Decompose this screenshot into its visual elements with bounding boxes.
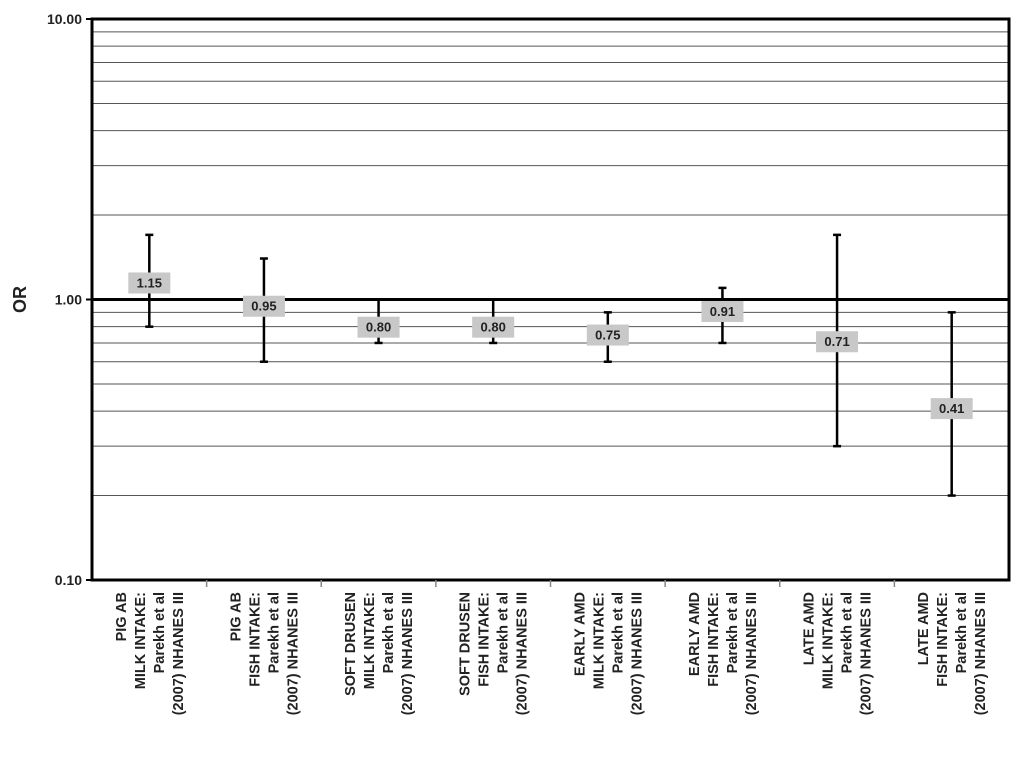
category-label-line: MILK INTAKE: [821,592,837,689]
data-label-box [357,316,400,338]
category-label-line: Parekh et al [152,592,168,673]
category-label-3: SOFT DRUSEN FISH INTAKE: Parekh et al (2007… [458,592,531,715]
data-label-box [472,316,515,338]
data-label-box [586,324,629,346]
category-label-line: (2007) NHANES III [400,592,416,715]
data-label: 0.71 [824,334,849,349]
category-labels: PIG AB MILK INTAKE: Parekh et al (2007) NHA… [114,592,989,715]
category-label-line: MILK INTAKE: [591,592,607,689]
data-label-box [128,272,171,294]
data-label: 0.80 [366,320,391,335]
y-tick-label: 1.00 [55,292,82,308]
data-marks: 1.15 0.95 0.80 0.80 0.75 0.91 0.71 0.41 [128,233,973,497]
category-label-line: MILK INTAKE: [362,592,378,689]
point-5: 0.91 [701,286,744,345]
category-label-line: EARLY AMD [687,592,703,676]
point-4: 0.75 [586,311,629,363]
category-label-line: (2007) NHANES III [973,592,989,715]
category-label-line: LATE AMD [802,592,818,665]
category-label-line: FISH INTAKE: [247,592,263,687]
category-label-line: LATE AMD [916,592,932,665]
point-1: 0.95 [242,257,285,363]
category-label-line: (2007) NHANES III [744,592,760,715]
category-label-line: FISH INTAKE: [935,592,951,687]
category-label-line: FISH INTAKE: [477,592,493,687]
category-label-5: EARLY AMD FISH INTAKE: Parekh et al (2007) … [687,592,760,715]
category-label-7: LATE AMD FISH INTAKE: Parekh et al (2007) N… [916,592,989,715]
category-label-1: PIG AB FISH INTAKE: Parekh et al (2007) NHA… [228,592,301,715]
category-label-line: (2007) NHANES III [171,592,187,715]
y-tick-label: 0.10 [55,572,82,588]
point-2: 0.80 [357,298,400,345]
category-label-line: SOFT DRUSEN [343,592,359,696]
category-label-line: PIG AB [228,592,244,641]
y-axis-label: OR [10,286,30,313]
category-label-line: (2007) NHANES III [859,592,875,715]
y-axis-ticks: 0.10 1.00 10.00 [47,11,92,588]
category-label-line: Parekh et al [381,592,397,673]
data-label-box [701,300,744,322]
point-0: 1.15 [128,233,171,328]
x-axis-ticks [205,580,896,587]
data-label: 0.75 [595,328,620,343]
data-label: 0.95 [251,299,276,314]
category-label-4: EARLY AMD MILK INTAKE: Parekh et al (2007) … [572,592,645,715]
category-label-line: Parekh et al [266,592,282,673]
gridlines [92,31,1009,497]
category-label-0: PIG AB MILK INTAKE: Parekh et al (2007) NHA… [114,592,187,715]
data-label-box [816,331,859,353]
data-label-box [242,295,285,317]
category-label-line: Parekh et al [610,592,626,673]
category-label-line: (2007) NHANES III [285,592,301,715]
category-label-line: (2007) NHANES III [515,592,531,715]
category-label-line: (2007) NHANES III [629,592,645,715]
point-3: 0.80 [472,298,515,345]
point-6: 0.71 [816,233,859,448]
y-tick-label: 10.00 [47,11,82,27]
category-label-line: Parekh et al [954,592,970,673]
category-label-line: PIG AB [114,592,130,641]
category-label-line: Parekh et al [725,592,741,673]
data-label: 0.41 [939,401,964,416]
category-label-line: Parekh et al [496,592,512,673]
category-label-line: SOFT DRUSEN [458,592,474,696]
category-label-line: MILK INTAKE: [133,592,149,689]
category-label-line: EARLY AMD [572,592,588,676]
data-label: 0.91 [710,304,735,319]
data-label-box [930,398,973,420]
data-label: 1.15 [137,275,162,290]
category-label-2: SOFT DRUSEN MILK INTAKE: Parekh et al (2007… [343,592,416,715]
data-label: 0.80 [481,320,506,335]
category-label-line: Parekh et al [840,592,856,673]
point-7: 0.41 [930,311,973,497]
category-label-6: LATE AMD MILK INTAKE: Parekh et al (2007) N… [802,592,875,715]
category-label-line: FISH INTAKE: [706,592,722,687]
